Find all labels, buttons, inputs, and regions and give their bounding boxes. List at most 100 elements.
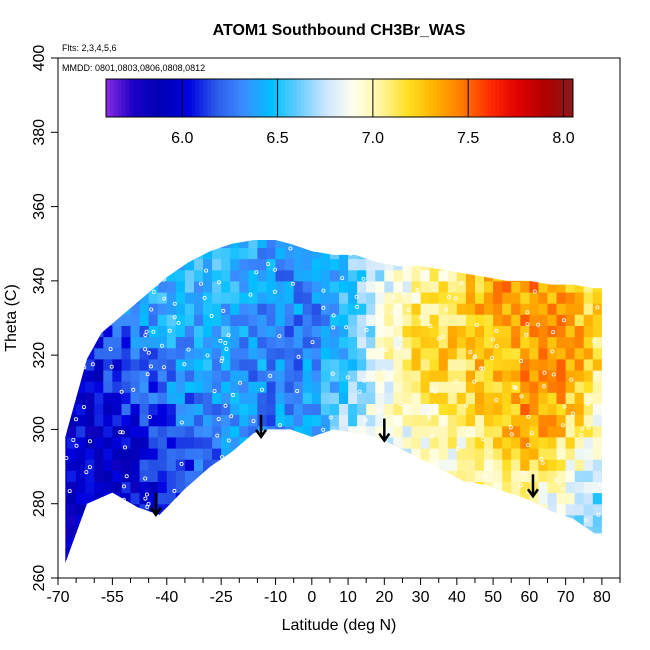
heatmap-cell [166,269,177,282]
heatmap-cell [420,381,431,393]
sample-point [554,243,559,248]
heatmap-cell [175,247,186,260]
heatmap-cell [393,481,404,494]
heatmap-cell [529,292,540,304]
heatmap-cell [67,280,77,293]
colorbar-segment [242,79,247,117]
heatmap-cell [284,370,295,382]
heatmap-cell [311,370,322,382]
heatmap-cell [284,526,295,538]
heatmap-cell [103,526,113,538]
heatmap-cell [257,247,268,260]
heatmap-cell [357,425,367,438]
heatmap-cell [547,358,558,371]
heatmap-cell [284,347,295,360]
sample-point [587,396,592,401]
heatmap-cell [556,280,567,293]
heatmap-cell [429,492,440,505]
colorbar-segment [218,79,224,117]
heatmap-cell [565,481,576,494]
heatmap-cell [157,559,168,564]
heatmap-cell [357,481,367,494]
sample-point [322,530,327,535]
heatmap-cell [76,370,86,382]
sample-point [489,355,494,360]
heatmap-cell [357,370,367,382]
heatmap-cell [502,392,512,404]
sample-point [348,452,353,457]
heatmap-cell [366,559,376,564]
heatmap-cell [121,358,132,371]
heatmap-cell [484,347,494,360]
y-axis-label: Theta (C) [3,284,20,352]
heatmap-cell [166,403,177,416]
heatmap-cell [520,258,530,271]
x-tick-label: -10 [264,589,287,606]
heatmap-cell [565,470,576,482]
heatmap-cell [76,269,86,282]
heatmap-cell [565,247,576,260]
colorbar-segment [502,79,508,117]
heatmap-cell [194,459,204,471]
heatmap-cell [329,481,340,494]
heatmap-cell [520,336,530,349]
heatmap-cell [85,392,95,404]
heatmap-cell [257,537,268,549]
heatmap-cell [447,258,458,271]
heatmap-cell [166,436,177,449]
heatmap-cell [230,503,240,516]
heatmap-cell [502,403,512,416]
heatmap-cell [411,526,422,538]
heatmap-cell [348,347,358,360]
heatmap-cell [266,481,277,494]
heatmap-cell [456,503,467,516]
heatmap-cell [212,303,222,315]
heatmap-cell [230,436,240,449]
heatmap-cell [574,325,585,338]
heatmap-cell [320,303,331,315]
heatmap-cell [592,559,602,564]
heatmap-cell [411,414,422,427]
sample-point [432,403,437,408]
heatmap-cell [393,358,404,371]
heatmap-cell [320,459,331,471]
heatmap-cell [266,436,277,449]
heatmap-cell [366,381,376,393]
colorbar-segment [152,79,158,117]
sample-point [597,483,602,488]
heatmap-cell [203,559,213,564]
heatmap-cell [456,381,467,393]
heatmap-cell [266,381,277,393]
heatmap-cell [230,470,240,482]
heatmap-cell [411,448,422,460]
heatmap-cell [130,258,141,271]
heatmap-cell [166,392,177,404]
heatmap-cell [475,336,485,349]
heatmap-cell [85,470,95,482]
heatmap-cell [212,459,222,471]
sample-point [379,346,384,351]
colorbar-segment [448,79,453,117]
heatmap-cell [574,459,585,471]
heatmap-cell [130,414,141,427]
heatmap-cell [194,470,204,482]
heatmap-cell [293,269,304,282]
heatmap-cell [384,548,394,560]
heatmap-cell [456,370,467,382]
sample-point [175,263,180,268]
heatmap-cell [139,325,150,338]
heatmap-cell [438,314,449,326]
heatmap-cell [248,414,259,427]
heatmap-cell [547,336,558,349]
heatmap-cell [465,436,476,449]
heatmap-cell [529,548,540,560]
heatmap-cell [284,470,295,482]
colorbar-segment [436,79,442,117]
heatmap-cell [275,240,286,248]
heatmap-cell [529,336,540,349]
heatmap-cell [565,548,576,560]
heatmap-cell [520,381,530,393]
colorbar-segment [304,79,309,117]
heatmap-cell [94,240,104,248]
heatmap-cell [583,269,594,282]
